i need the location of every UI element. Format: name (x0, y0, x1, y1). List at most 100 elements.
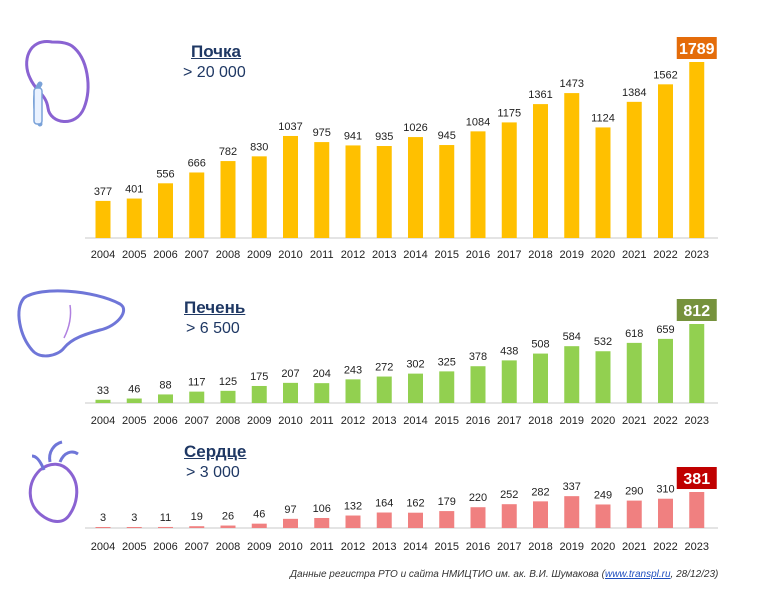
kidney-year-label: 2020 (591, 249, 615, 261)
heart-bar (439, 511, 455, 528)
kidney-year-label: 2019 (560, 249, 584, 261)
kidney-bar (251, 156, 267, 238)
liver-year-label: 2015 (435, 415, 459, 427)
liver-icon (17, 289, 126, 358)
kidney-year-label: 2006 (153, 249, 177, 261)
kidney-year-label: 2007 (185, 249, 209, 261)
liver-year-label: 2013 (372, 415, 396, 427)
kidney-year-label: 2022 (653, 249, 677, 261)
kidney-value-label: 1789 (679, 41, 715, 58)
heart-highlight-box (676, 467, 717, 489)
heart-year-label: 2019 (560, 541, 584, 553)
heart-bar (689, 492, 705, 528)
heart-year-label: 2005 (122, 541, 146, 553)
liver-year-label: 2006 (153, 415, 177, 427)
heart-year-label: 2016 (466, 541, 490, 553)
liver-year-label: 2021 (622, 415, 646, 427)
liver-bar (189, 391, 205, 403)
kidney-bar (439, 145, 455, 238)
liver-year-label: 2010 (278, 415, 302, 427)
liver-year-label: 2009 (247, 415, 271, 427)
source-text: Данные регистра РТО и сайта НМИЦТИО им. … (290, 569, 605, 580)
liver-title: Печень (184, 298, 246, 317)
heart-value-label: 310 (656, 484, 674, 496)
heart-bar (158, 526, 173, 528)
kidney-year-label: 2010 (278, 249, 302, 261)
kidney-value-label: 975 (313, 127, 331, 139)
liver-value-label: 33 (97, 385, 109, 397)
heart-value-label: 11 (160, 512, 171, 524)
kidney-year-label: 2011 (310, 249, 334, 261)
liver-bar (283, 382, 298, 403)
kidney-value-label: 945 (438, 130, 456, 142)
heart-year-label: 2017 (497, 541, 521, 553)
heart-value-label: 179 (438, 496, 456, 508)
kidney-year-label: 2014 (403, 249, 427, 261)
kidney-value-label: 782 (219, 146, 237, 158)
liver-value-label: 46 (128, 384, 140, 396)
liver-year-label: 2004 (91, 415, 115, 427)
kidney-bar (408, 137, 423, 238)
liver-year-label: 2014 (403, 415, 427, 427)
kidney-year-label: 2005 (122, 249, 146, 261)
heart-bar (564, 496, 580, 528)
kidney-bar (501, 122, 517, 238)
liver-bar (658, 338, 673, 403)
kidney-value-label: 830 (250, 141, 268, 153)
heart-year-label: 2012 (341, 541, 365, 553)
kidney-bar (658, 84, 673, 238)
heart-bar (470, 507, 486, 528)
kidney-value-label: 377 (94, 186, 112, 198)
heart-icon (28, 440, 79, 523)
liver-year-label: 2007 (185, 415, 209, 427)
kidney-value-label: 1026 (403, 122, 427, 134)
heart-bar (345, 515, 361, 528)
liver-year-label: 2012 (341, 415, 365, 427)
source-link[interactable]: www.transpl.ru (604, 569, 671, 580)
liver-bar (220, 390, 236, 403)
liver-bar (345, 379, 361, 403)
liver-value-label: 117 (188, 377, 206, 389)
kidney-value-label: 1361 (528, 89, 552, 101)
kidney-value-label: 401 (125, 184, 143, 196)
liver-year-label: 2020 (591, 415, 615, 427)
heart-year-label: 2007 (185, 541, 209, 553)
liver-subtitle: > 6 500 (186, 320, 240, 337)
liver-value-label: 204 (313, 368, 331, 380)
kidney-bar (158, 183, 173, 238)
heart-value-label: 106 (313, 503, 331, 515)
liver-value-label: 125 (219, 376, 237, 388)
heart-bar (408, 512, 423, 528)
kidney-bar (376, 146, 392, 238)
liver-bar (439, 371, 455, 403)
kidney-icon (25, 40, 90, 127)
heart-value-label: 162 (406, 498, 424, 510)
kidney-bar (564, 93, 580, 238)
heart-subtitle: > 3 000 (186, 464, 240, 481)
kidney-value-label: 1037 (278, 121, 302, 133)
heart-year-label: 2020 (591, 541, 615, 553)
liver-bar (251, 385, 267, 403)
heart-year-label: 2011 (310, 541, 334, 553)
heart-year-label: 2009 (247, 541, 271, 553)
heart-value-label: 132 (344, 501, 362, 513)
heart-bar (501, 504, 517, 528)
heart-value-label: 19 (191, 511, 203, 523)
kidney-year-label: 2008 (216, 249, 240, 261)
kidney-bar (470, 131, 486, 238)
kidney-bar (283, 135, 298, 238)
kidney-value-label: 1124 (591, 112, 615, 124)
liver-value-label: 812 (683, 303, 710, 320)
heart-value-label: 46 (253, 509, 265, 521)
liver-value-label: 175 (250, 371, 268, 383)
heart-bar (95, 527, 111, 528)
kidney-bar (533, 104, 548, 238)
heart-bar (220, 525, 236, 528)
heart-value-label: 97 (284, 504, 296, 516)
liver-bar (595, 351, 611, 403)
heart-bar (189, 526, 205, 528)
liver-year-label: 2022 (653, 415, 677, 427)
heart-year-label: 2014 (403, 541, 427, 553)
heart-value-label: 290 (625, 486, 643, 498)
kidney-value-label: 1175 (497, 107, 521, 119)
